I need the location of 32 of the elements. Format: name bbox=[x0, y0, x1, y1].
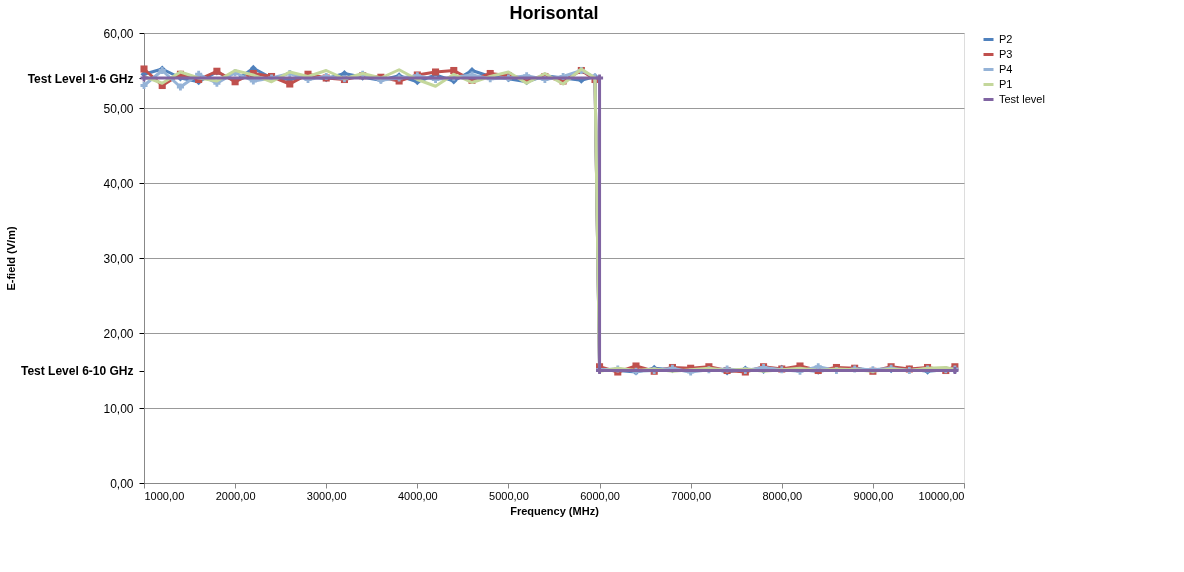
legend-label: P3 bbox=[999, 47, 1013, 60]
y-tick-label: 0,00 bbox=[110, 476, 134, 491]
legend-label: Test level bbox=[999, 92, 1045, 105]
y-tick-label: 50,00 bbox=[103, 101, 134, 116]
point bbox=[286, 80, 294, 88]
point bbox=[140, 81, 148, 90]
y-tick-label: 60,00 bbox=[103, 26, 134, 41]
x-tick-label: 9000,00 bbox=[853, 489, 894, 502]
y-tick-label: Test Level 1-6 GHz bbox=[27, 71, 134, 86]
x-tick-label: 7000,00 bbox=[671, 489, 712, 502]
point bbox=[450, 66, 458, 75]
legend-label: P2 bbox=[999, 32, 1013, 45]
y-axis-title: E-field (V/m) bbox=[5, 226, 18, 291]
point bbox=[176, 83, 184, 91]
x-tick-label: 6000,00 bbox=[580, 489, 620, 502]
x-tick-label: 5000,00 bbox=[489, 489, 529, 502]
x-tick-label: 2000,00 bbox=[215, 489, 256, 502]
chart-title: Horisontal bbox=[509, 3, 599, 23]
x-tick-label: 3000,00 bbox=[306, 489, 347, 502]
y-tick-label: 20,00 bbox=[103, 326, 134, 341]
y-tick-label: 10,00 bbox=[103, 401, 134, 416]
x-tick-label: 10000,00 bbox=[918, 489, 965, 502]
x-tick-label: 8000,00 bbox=[762, 489, 803, 502]
legend-label: P4 bbox=[999, 62, 1013, 75]
x-axis-title: Frequency (MHz) bbox=[510, 504, 600, 517]
x-tick-label: 4000,00 bbox=[397, 489, 438, 502]
y-tick-label: 40,00 bbox=[103, 176, 134, 191]
x-tick-label: 1000,00 bbox=[144, 489, 185, 502]
y-tick-label: 30,00 bbox=[103, 251, 134, 266]
point bbox=[140, 65, 148, 73]
y-tick-label: Test Level 6-10 GHz bbox=[21, 364, 134, 378]
legend-label: P1 bbox=[999, 77, 1013, 90]
